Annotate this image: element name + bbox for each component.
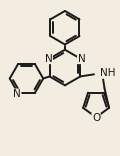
- Text: NH: NH: [100, 68, 116, 78]
- Text: O: O: [92, 113, 100, 123]
- Text: N: N: [45, 54, 52, 64]
- Text: N: N: [13, 89, 21, 99]
- Text: N: N: [78, 54, 85, 64]
